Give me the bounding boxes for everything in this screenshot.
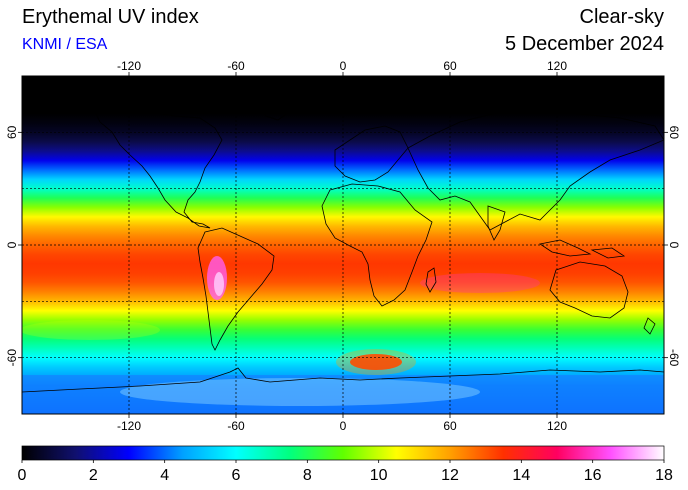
colorbar-tick-label: 4 [160,467,169,484]
colorbar-tick-label: 8 [303,467,312,484]
coastlines [22,87,664,393]
lon-tick-label-top: 60 [443,59,457,73]
africa-coastline [321,183,433,307]
map-title: Erythemal UV index [22,6,199,28]
north-america-coastline [94,107,223,229]
source-credit: KNMI / ESA [22,36,108,53]
colorbar-tick-label: 0 [18,467,27,484]
lat-tick-label-left: 60 [5,125,19,139]
australia-coastline [549,261,629,319]
antarctic-plateau-light [120,378,480,406]
sky-condition: Clear-sky [579,6,664,28]
india-coastline [487,205,506,241]
colorbar-tick-label: 12 [441,467,459,484]
colorbar-gradient [21,445,665,461]
lat-tick-label-left: -60 [5,349,19,367]
antarctica-coastline [22,367,664,393]
lon-tick-label-bottom: 120 [547,419,567,433]
colorbar-tick-label: 14 [512,467,530,484]
lon-tick-label-top: -60 [227,59,245,73]
colorbar-tick-label: 16 [584,467,602,484]
madagascar-coastline [425,267,437,293]
map-date: 5 December 2024 [505,33,664,55]
colorbar: 0 2 4 6 8 10 12 14 16 18 [18,445,673,484]
lon-tick-label-bottom: 0 [340,419,347,433]
colorbar-tick-label: 2 [89,467,98,484]
lon-tick-label-top: -120 [117,59,141,73]
lat-tick-label-right: 0 [667,242,681,249]
south-pacific-yellow-tongue [22,320,160,340]
axis-ticks: -120 -120 -60 -60 0 0 60 60 120 120 60 60 0 0 -60 -60 [5,59,681,433]
south-america-coastline [197,227,275,351]
lat-tick-label-right: 60 [667,126,681,140]
colorbar-tick-label: 10 [370,467,388,484]
europe-coastline [334,125,409,183]
new-zealand-coastline [643,317,656,335]
colorbar-tick-label: 6 [232,467,241,484]
lon-tick-label-bottom: -120 [117,419,141,433]
antarctic-ozone-hole-halo [336,349,416,375]
lon-tick-label-top: 0 [340,59,347,73]
lat-tick-label-right: -60 [667,349,681,367]
graticule [22,76,664,414]
lon-tick-label-bottom: -60 [227,419,245,433]
lat-tick-label-left: 0 [5,241,19,248]
colorbar-tick-label: 18 [655,467,673,484]
greenland-coastline [257,87,301,121]
indian-ocean-pink-patch [420,273,540,293]
maritime-islands-coastline [538,239,626,259]
andes-uv-core [214,272,224,296]
asia-coastline [407,109,664,231]
lon-tick-label-bottom: 60 [443,419,457,433]
lon-tick-label-top: 120 [547,59,567,73]
